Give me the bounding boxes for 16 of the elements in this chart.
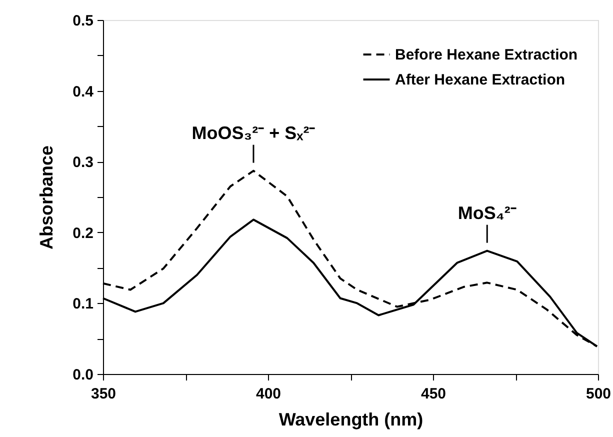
y-tick-label: 0.2 xyxy=(72,224,94,242)
y-tick-label: 0.4 xyxy=(72,83,94,100)
legend-label: Before Hexane Extraction xyxy=(395,46,578,64)
legend-label: After Hexane Extraction xyxy=(395,72,566,88)
x-axis-title: Wavelength (nm) xyxy=(278,410,424,430)
annotation: MoOS₃²⁻ + Sₓ²⁻ xyxy=(192,122,316,143)
x-tick-label: 400 xyxy=(256,386,282,402)
x-tick-label: 450 xyxy=(420,386,446,402)
x-tick-label: 350 xyxy=(90,386,116,402)
y-axis-title: Absorbance xyxy=(36,145,57,250)
y-tick-label: 0.1 xyxy=(72,296,94,313)
annotation: MoS₄²⁻ xyxy=(458,202,516,223)
x-tick-label: 500 xyxy=(586,386,612,402)
y-tick-label: 0.5 xyxy=(72,12,94,30)
y-tick-label: 0.0 xyxy=(72,366,94,384)
y-tick-label: 0.3 xyxy=(72,154,94,172)
